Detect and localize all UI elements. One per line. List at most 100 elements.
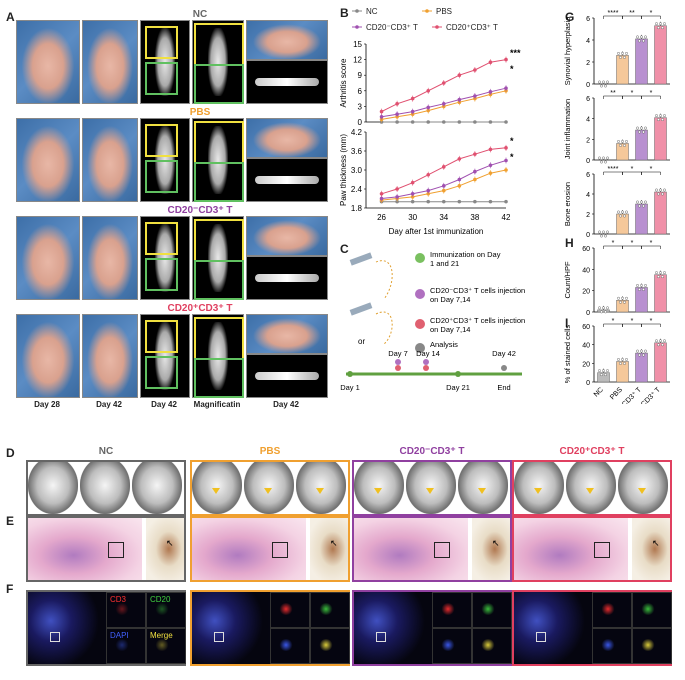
y-tick-label: 20 bbox=[582, 289, 590, 296]
if-overview-image bbox=[514, 592, 590, 664]
if-channel-image bbox=[432, 628, 472, 664]
data-point bbox=[655, 339, 658, 343]
micro-ct-knee-panel bbox=[352, 460, 512, 516]
y-axis-label: Arthritis score bbox=[339, 58, 348, 107]
data-point bbox=[642, 130, 645, 134]
data-point bbox=[606, 306, 609, 310]
significance-mark: * bbox=[631, 240, 634, 247]
histology-panel: ↖ bbox=[352, 516, 512, 582]
ct-bones bbox=[155, 27, 175, 97]
data-point bbox=[644, 200, 647, 204]
if-signal bbox=[279, 603, 293, 615]
if-channel-image bbox=[310, 628, 350, 664]
step-marker bbox=[415, 289, 425, 299]
data-point bbox=[619, 300, 622, 304]
roi-box-green bbox=[144, 160, 178, 193]
data-point bbox=[657, 275, 660, 279]
y-tick-label: 15 bbox=[353, 40, 362, 49]
ct-bones bbox=[208, 321, 228, 391]
y-tick-label: 4 bbox=[586, 38, 590, 45]
timeline-label: Day 7 bbox=[388, 349, 408, 358]
micro-ct-knee-panel bbox=[26, 460, 186, 516]
data-point bbox=[625, 210, 628, 214]
if-signal bbox=[115, 603, 129, 615]
bar bbox=[635, 203, 648, 235]
data-point bbox=[657, 192, 660, 196]
data-point bbox=[642, 204, 645, 208]
zoom-box bbox=[536, 632, 546, 642]
paw-photo bbox=[16, 314, 80, 398]
significance-mark: * bbox=[612, 240, 615, 247]
if-channel-image bbox=[270, 592, 310, 628]
data-point bbox=[625, 52, 628, 55]
annotation-arrow-icon: ↖ bbox=[492, 538, 500, 548]
knee-bone-render bbox=[296, 462, 347, 514]
data-point bbox=[640, 126, 643, 130]
annotation-arrow-icon: ↖ bbox=[166, 538, 174, 548]
timeline-dot bbox=[423, 365, 429, 371]
data-point bbox=[617, 296, 620, 300]
bar bbox=[597, 309, 610, 313]
ct-scan-image bbox=[140, 20, 190, 104]
data-point bbox=[655, 271, 658, 275]
timeline-dot bbox=[423, 359, 429, 365]
data-point bbox=[655, 188, 658, 192]
ct-bones bbox=[155, 321, 175, 391]
x-axis-label: Day after 1st immunization bbox=[389, 227, 484, 236]
data-point bbox=[659, 114, 662, 118]
ct-bones bbox=[208, 223, 228, 293]
roi-box-green bbox=[144, 258, 178, 291]
significance-mark: * bbox=[631, 166, 634, 173]
knee-bone-render bbox=[244, 462, 295, 514]
y-tick-label: 4.2 bbox=[351, 128, 363, 137]
data-point bbox=[504, 168, 508, 172]
step-label: Analysis bbox=[430, 340, 458, 349]
y-tick-label: 6 bbox=[586, 172, 590, 179]
if-overview-image bbox=[354, 592, 430, 664]
data-point bbox=[663, 271, 666, 275]
data-point bbox=[410, 109, 415, 114]
data-point bbox=[488, 199, 493, 204]
legend-label: NC bbox=[366, 7, 378, 16]
legend-marker bbox=[425, 9, 429, 13]
if-channel-image: CD3 bbox=[106, 592, 146, 628]
roi-box-green bbox=[194, 259, 244, 300]
data-point bbox=[640, 284, 643, 287]
data-point bbox=[661, 343, 664, 347]
y-tick-label: 0 bbox=[586, 82, 590, 89]
data-point bbox=[441, 102, 446, 106]
data-point bbox=[604, 234, 607, 238]
data-point bbox=[619, 56, 622, 59]
significance-mark: * bbox=[612, 318, 615, 325]
data-point bbox=[638, 39, 641, 43]
roi-box-yellow bbox=[194, 218, 244, 262]
data-point bbox=[604, 84, 607, 88]
roi-box-green bbox=[144, 356, 178, 389]
group-label: NC bbox=[98, 446, 114, 457]
data-point bbox=[504, 199, 508, 204]
panel-a-column-label: Day 42 bbox=[151, 400, 177, 409]
data-point bbox=[473, 94, 477, 98]
y-axis-label: Bone erosion bbox=[563, 182, 572, 226]
knee-bone-render bbox=[354, 462, 405, 514]
if-channel-image bbox=[632, 592, 672, 628]
data-point bbox=[602, 80, 605, 84]
ct-side-bone bbox=[255, 273, 319, 283]
or-label: or bbox=[358, 337, 365, 346]
paw-photo bbox=[82, 216, 138, 300]
significance-mark: * bbox=[631, 318, 634, 325]
y-tick-label: 6 bbox=[586, 96, 590, 103]
data-point bbox=[606, 80, 609, 84]
panel-letter-a: A bbox=[6, 10, 15, 24]
significance-mark: *** bbox=[510, 48, 521, 58]
data-point bbox=[602, 230, 605, 234]
data-point bbox=[457, 73, 462, 77]
y-axis-label: % of stained cells bbox=[563, 325, 572, 384]
timeline-label: End bbox=[497, 383, 510, 392]
y-tick-label: 60 bbox=[582, 246, 590, 253]
syringe-icon bbox=[349, 302, 373, 316]
x-category-label: PBS bbox=[609, 386, 624, 401]
data-point bbox=[619, 214, 622, 218]
group-label: CD20⁻CD3⁺ T bbox=[399, 446, 465, 457]
